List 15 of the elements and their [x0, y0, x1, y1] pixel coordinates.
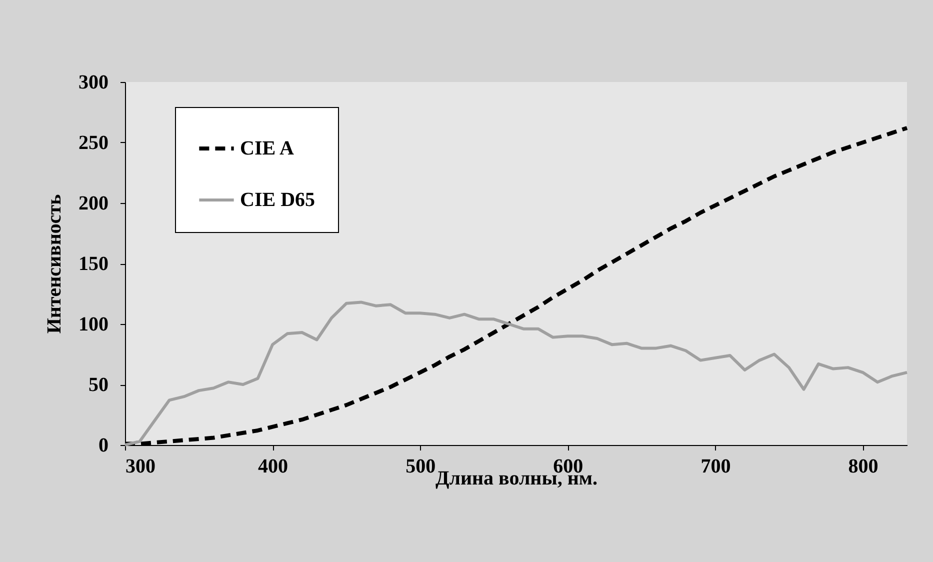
y-tick-label: 150: [78, 253, 108, 275]
y-tick-label: 300: [78, 72, 108, 94]
x-tick-label: 300: [126, 456, 156, 478]
x-tick-label: 500: [406, 456, 436, 478]
y-tick-label: 200: [78, 192, 108, 214]
y-tick-label: 250: [78, 132, 108, 154]
y-tick-label: 50: [88, 374, 108, 396]
y-axis-title: Интенсивность: [44, 194, 66, 334]
y-tick-label: 100: [78, 314, 108, 336]
y-tick-label: 0: [98, 434, 108, 456]
legend-label: CIE A: [240, 138, 294, 160]
x-tick-label: 700: [700, 456, 731, 478]
x-tick-label: 400: [258, 456, 288, 478]
x-tick-label: 800: [848, 456, 878, 478]
legend-label: CIE D65: [240, 189, 316, 211]
